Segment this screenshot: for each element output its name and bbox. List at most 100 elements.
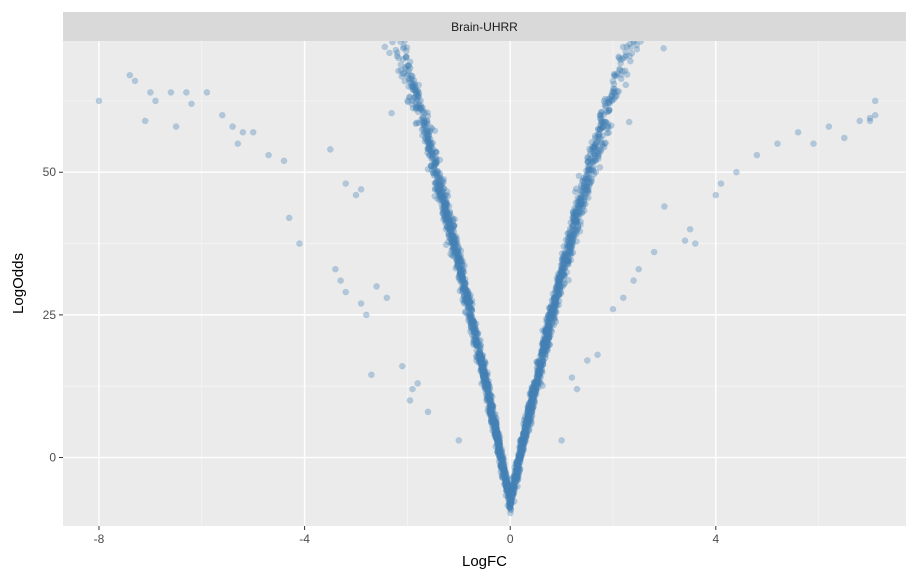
data-point <box>621 67 629 75</box>
data-point <box>537 373 544 381</box>
data-point <box>368 371 375 379</box>
data-point <box>535 370 543 378</box>
data-point <box>540 349 547 357</box>
data-point <box>520 433 528 440</box>
data-point <box>537 347 545 355</box>
data-point <box>508 500 515 507</box>
data-point <box>460 286 468 294</box>
data-point <box>605 106 613 114</box>
data-point <box>480 368 488 376</box>
data-point <box>415 119 423 127</box>
data-point <box>564 238 572 245</box>
data-point <box>536 370 543 378</box>
data-point <box>478 355 486 362</box>
data-point <box>537 367 545 375</box>
data-point <box>513 474 521 482</box>
data-point <box>472 337 480 344</box>
data-point <box>405 77 413 84</box>
data-point <box>597 125 604 133</box>
data-point <box>595 150 602 158</box>
data-point <box>534 378 541 386</box>
data-point <box>592 140 600 148</box>
data-point <box>476 350 484 358</box>
data-point <box>552 292 560 299</box>
data-point <box>535 359 542 367</box>
data-point <box>429 139 437 147</box>
data-point <box>521 424 529 432</box>
data-point <box>534 380 542 387</box>
data-point <box>520 440 527 448</box>
data-point <box>555 301 563 309</box>
data-point <box>569 214 577 222</box>
data-point <box>542 337 550 344</box>
data-point <box>603 129 611 137</box>
data-point <box>504 492 512 500</box>
data-point <box>560 243 568 250</box>
data-point <box>550 301 558 309</box>
data-point <box>542 346 550 354</box>
data-point <box>430 170 437 177</box>
data-point <box>582 190 589 197</box>
data-point <box>578 194 585 201</box>
data-point <box>404 70 412 78</box>
data-point <box>410 77 418 84</box>
data-point <box>571 217 578 225</box>
data-point <box>516 465 524 472</box>
data-point <box>337 277 344 284</box>
data-point <box>431 185 439 192</box>
data-point <box>478 354 486 362</box>
data-point <box>597 112 604 119</box>
data-point <box>508 490 516 498</box>
data-point <box>460 278 468 285</box>
data-point <box>543 326 551 333</box>
data-point <box>419 119 426 126</box>
data-point <box>357 300 365 307</box>
data-point <box>544 330 552 338</box>
data-point <box>436 173 443 180</box>
data-point <box>525 410 533 418</box>
data-point <box>509 488 517 495</box>
data-point <box>482 377 490 385</box>
data-point <box>563 244 571 252</box>
data-point <box>601 139 608 147</box>
data-point <box>538 353 546 361</box>
data-point <box>580 194 588 202</box>
data-point <box>491 421 498 429</box>
data-point <box>485 384 492 392</box>
data-point <box>445 238 452 246</box>
data-point <box>486 406 494 414</box>
data-point <box>462 286 470 294</box>
data-point <box>598 108 606 116</box>
data-point <box>564 257 572 265</box>
data-point <box>502 476 509 483</box>
data-point <box>602 103 610 110</box>
data-point <box>544 337 552 345</box>
data-point <box>402 65 409 73</box>
data-point <box>449 226 457 233</box>
data-point <box>584 167 592 175</box>
data-point <box>493 433 500 441</box>
data-point <box>585 173 592 181</box>
data-point <box>619 43 627 51</box>
data-point <box>445 217 453 224</box>
data-point <box>569 222 577 229</box>
data-point <box>519 447 526 455</box>
data-point <box>525 416 533 424</box>
data-point <box>612 93 619 100</box>
data-point <box>446 220 453 228</box>
data-point <box>548 320 556 328</box>
data-point <box>448 239 455 247</box>
data-point <box>477 352 484 360</box>
data-point <box>517 443 525 450</box>
data-point <box>856 117 864 125</box>
data-point <box>525 410 533 418</box>
data-point <box>574 223 582 230</box>
data-point <box>296 240 303 247</box>
data-point <box>497 468 505 476</box>
data-point <box>479 366 487 374</box>
data-point <box>617 75 625 83</box>
data-point <box>523 418 530 425</box>
data-point <box>499 455 507 463</box>
data-point <box>454 260 461 267</box>
